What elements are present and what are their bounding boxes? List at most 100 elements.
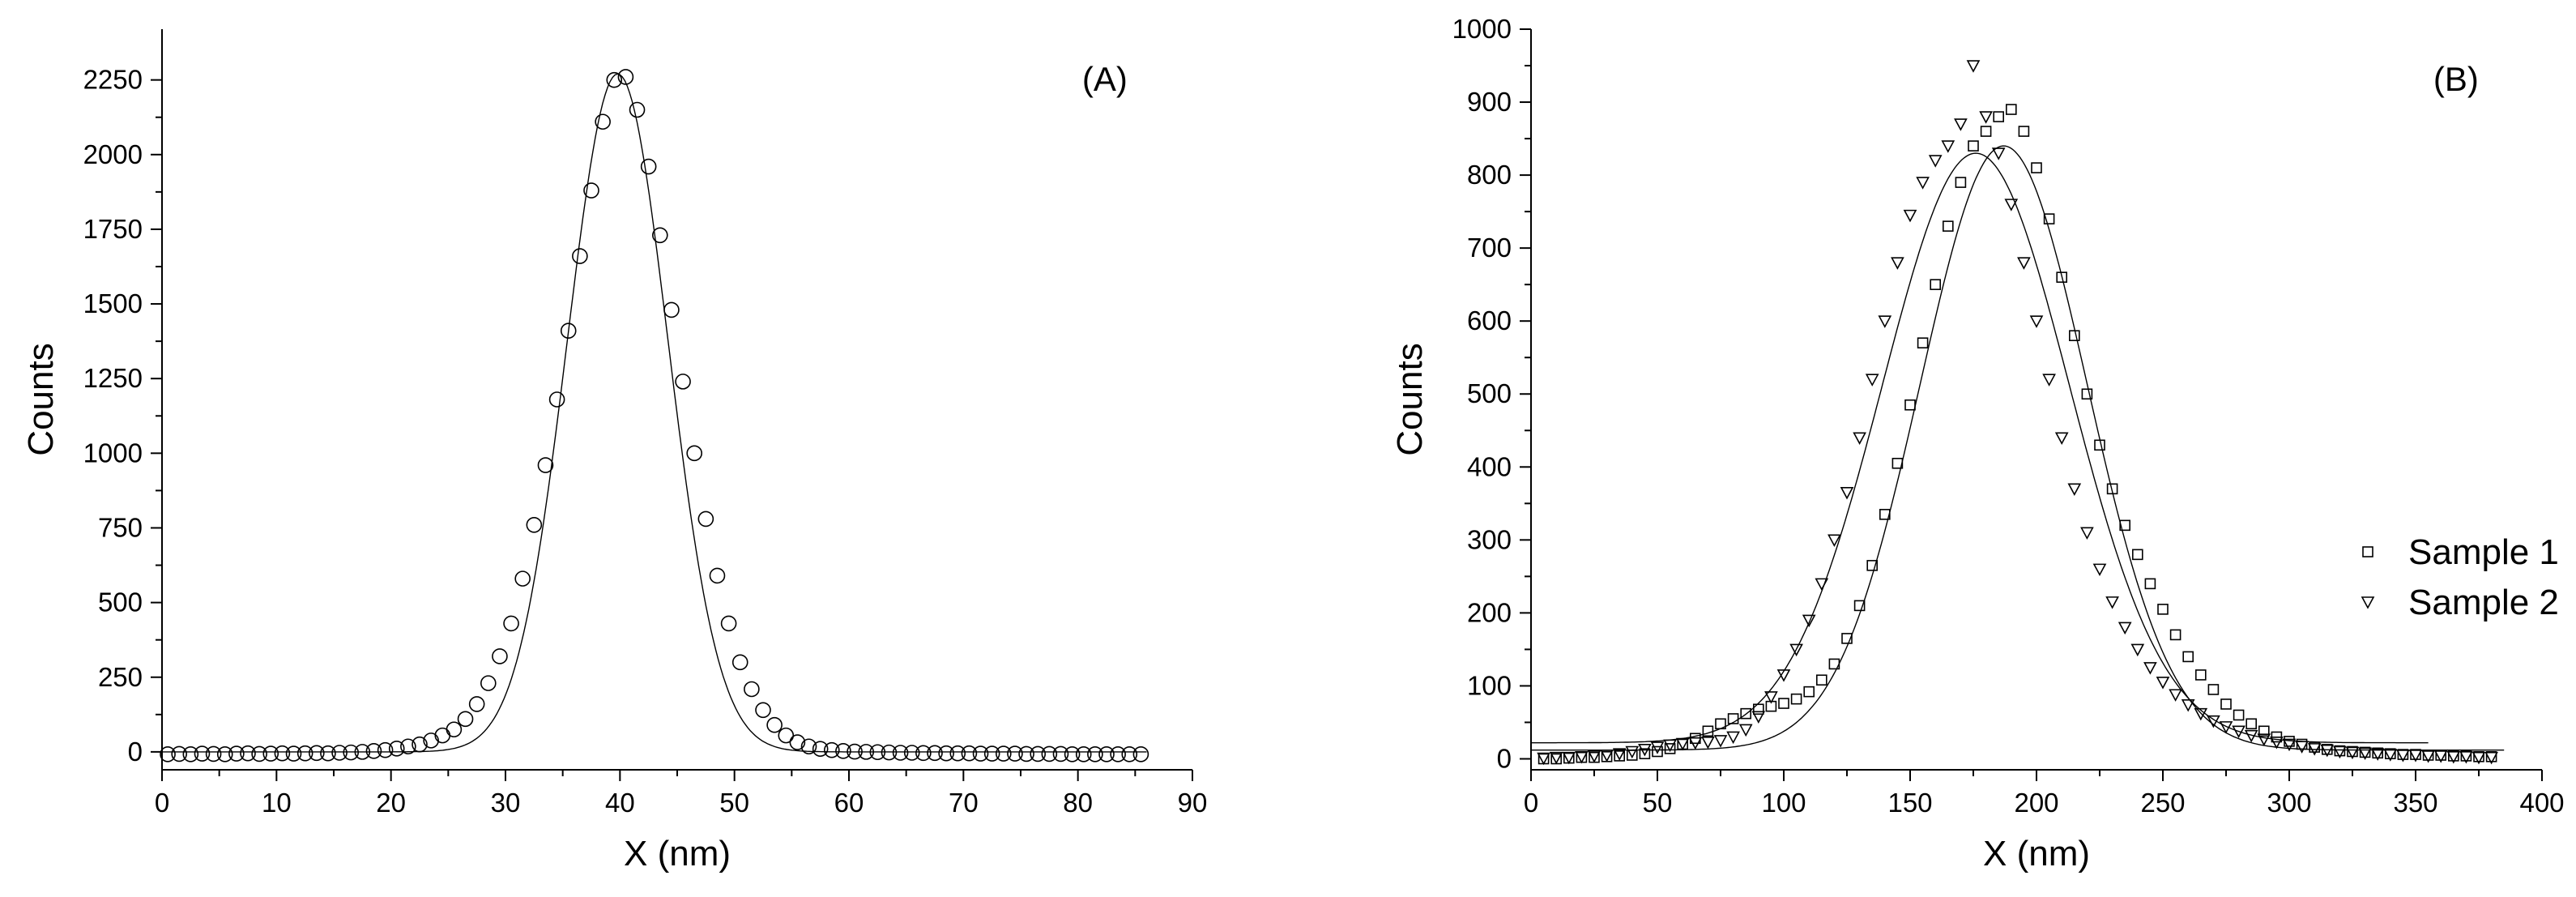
- y-tick-label: 1000: [1452, 14, 1512, 44]
- data-point: [1740, 707, 1751, 720]
- data-point: [675, 374, 691, 390]
- data-point: [1891, 257, 1904, 270]
- data-point: [1979, 111, 1993, 124]
- fit-curve: [162, 73, 1147, 753]
- data-point: [1738, 724, 1753, 737]
- data-point: [1600, 750, 1614, 762]
- data-point: [2435, 750, 2446, 761]
- fit-curve: [1531, 145, 2505, 751]
- data-point: [194, 745, 211, 762]
- data-point: [824, 741, 840, 758]
- data-point: [1677, 738, 1688, 750]
- data-point: [949, 745, 966, 762]
- data-point: [320, 745, 336, 762]
- data-point: [2207, 715, 2220, 728]
- data-point: [1675, 737, 1690, 751]
- data-point: [228, 745, 245, 762]
- y-tick-label: 750: [98, 512, 143, 542]
- data-point: [2370, 748, 2385, 761]
- data-point: [1639, 748, 1651, 759]
- data-point: [526, 516, 543, 533]
- chart-panel-b: 0 50 100 150 200 250 300 350 400 0 100 200 300 400 500…: [1390, 14, 2565, 874]
- data-point: [514, 570, 531, 587]
- data-point: [1764, 691, 1778, 704]
- x-tick-label: 40: [605, 788, 635, 818]
- data-point: [1828, 534, 1841, 548]
- data-point: [1575, 750, 1589, 764]
- data-point: [331, 745, 348, 761]
- data-point: [651, 227, 668, 244]
- data-point: [2307, 743, 2322, 756]
- data-point: [1903, 209, 1917, 223]
- y-tick-label: 250: [98, 662, 143, 692]
- data-point: [285, 745, 302, 762]
- data-point: [1865, 374, 1879, 387]
- data-point: [731, 654, 748, 671]
- y-axis-label: Counts: [21, 343, 61, 455]
- data-point: [434, 727, 451, 744]
- data-point: [240, 745, 256, 762]
- data-point: [2485, 750, 2497, 762]
- legend-marker: [2362, 546, 2373, 557]
- data-point: [2092, 563, 2107, 577]
- data-point: [388, 741, 405, 757]
- data-point: [2383, 749, 2398, 762]
- data-point: [892, 745, 909, 761]
- y-tick-label: 1250: [83, 363, 143, 393]
- x-tick-label: 10: [262, 788, 292, 818]
- data-point: [1563, 752, 1575, 764]
- data-point: [983, 745, 1000, 762]
- data-point: [560, 322, 577, 340]
- data-point: [2422, 750, 2434, 761]
- data-point: [938, 745, 954, 762]
- data-point: [400, 738, 416, 755]
- data-point: [755, 702, 771, 719]
- data-point: [1866, 560, 1878, 571]
- panel-label: (A): [1082, 60, 1128, 98]
- data-point: [1853, 600, 1866, 612]
- data-point: [1853, 432, 1866, 445]
- data-point: [2282, 738, 2297, 752]
- data-point: [468, 696, 485, 712]
- data-point: [1030, 745, 1046, 762]
- data-point: [2460, 750, 2472, 762]
- data-point: [2119, 519, 2130, 532]
- data-point: [343, 744, 360, 761]
- y-tick-label: 0: [128, 737, 143, 767]
- data-point: [423, 733, 439, 749]
- data-point: [2105, 596, 2119, 609]
- data-point: [640, 158, 657, 175]
- data-point: [1664, 743, 1676, 754]
- data-point: [709, 567, 726, 584]
- data-point: [2396, 750, 2410, 762]
- x-tick-label: 0: [155, 788, 169, 818]
- data-point: [2322, 743, 2333, 755]
- y-tick-label: 600: [1467, 305, 1512, 335]
- x-tick-label: 200: [2014, 788, 2058, 818]
- data-point: [847, 743, 863, 760]
- data-point: [2130, 643, 2145, 657]
- data-point: [1087, 746, 1103, 762]
- data-point: [2320, 744, 2335, 758]
- fit-curve: [1531, 152, 2429, 744]
- data-point: [2347, 745, 2358, 758]
- data-point: [778, 727, 795, 744]
- x-tick-label: 300: [2267, 788, 2311, 818]
- data-point: [996, 745, 1012, 762]
- data-point: [1916, 177, 1930, 190]
- data-point: [1803, 686, 1815, 698]
- data-point: [2018, 126, 2030, 137]
- data-point: [583, 182, 599, 199]
- y-axis-label: Counts: [1390, 343, 1430, 455]
- data-point: [858, 744, 874, 760]
- data-point: [171, 745, 187, 762]
- data-point: [1007, 745, 1023, 762]
- data-point: [744, 681, 760, 698]
- data-point: [548, 391, 565, 408]
- data-point: [2182, 651, 2194, 663]
- data-point: [1790, 693, 1802, 705]
- data-point: [503, 615, 519, 632]
- y-tick-label: 2000: [83, 139, 143, 169]
- data-point: [2258, 725, 2270, 737]
